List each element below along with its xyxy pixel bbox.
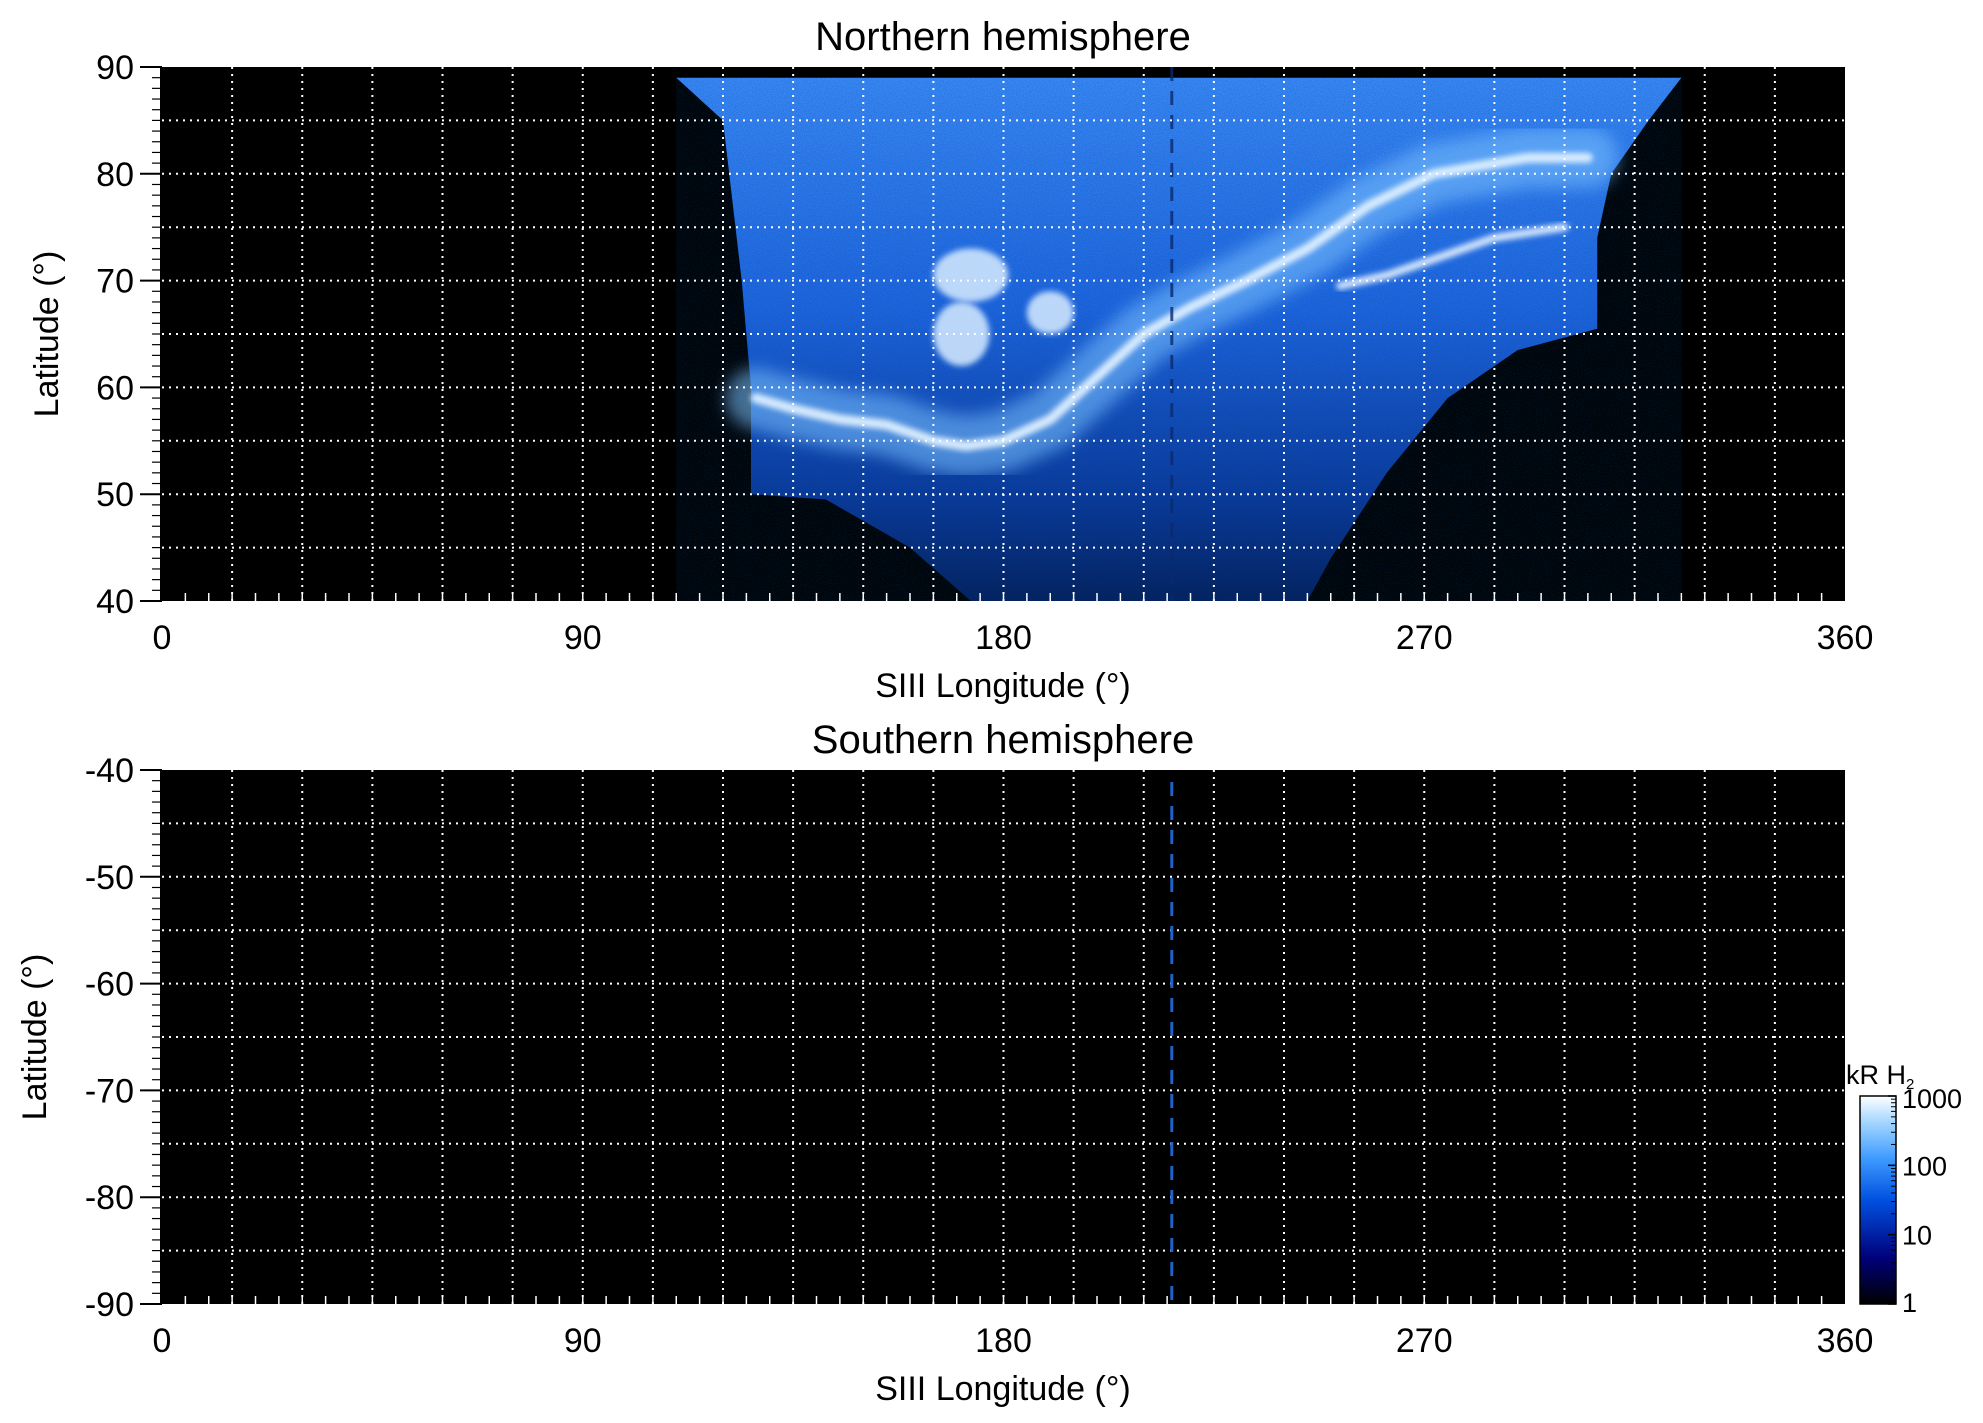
- bright-spot-0: [933, 248, 1009, 302]
- y-tick-label: -80: [85, 1179, 134, 1217]
- south-title: Southern hemisphere: [812, 718, 1194, 762]
- x-tick-label: 360: [1817, 1322, 1874, 1360]
- y-tick-label: 40: [96, 583, 134, 621]
- colorbar-tick-label: 1: [1902, 1288, 1917, 1318]
- y-tick-label: 90: [96, 49, 134, 87]
- y-tick-label: 70: [96, 263, 134, 301]
- north-grid: [162, 67, 1845, 601]
- colorbar-label-main: kR H: [1846, 1060, 1906, 1090]
- north-panel: Northern hemisphere 40 50 60 70 80 90 0 90 180 27…: [28, 15, 1873, 705]
- north-title: Northern hemisphere: [815, 15, 1191, 59]
- colorbar-gradient: [1859, 1095, 1897, 1305]
- x-tick-label: 90: [564, 1322, 602, 1360]
- secondary-arc: [1336, 223, 1569, 290]
- y-tick-label: -50: [85, 859, 134, 897]
- north-aurora-emission: [676, 67, 1682, 601]
- north-x-axis-label: SIII Longitude (°): [875, 667, 1131, 705]
- south-axes: -40 -50 -60 -70 -80 -90 0 90 180 270 360: [85, 752, 1874, 1360]
- x-tick-label: 90: [564, 619, 602, 657]
- colorbar-label: kR H2: [1846, 1060, 1914, 1093]
- north-y-axis-label: Latitude (°): [28, 251, 66, 418]
- x-tick-label: 270: [1396, 1322, 1453, 1360]
- north-axes: 40 50 60 70 80 90 0 90 180 270 360: [96, 49, 1873, 657]
- colorbar-tick-label: 10: [1902, 1221, 1932, 1251]
- y-tick-label: -60: [85, 966, 134, 1004]
- colorbar-ticks: 1 10 100 1000: [1888, 1084, 1962, 1318]
- colorbar-tick-label: 1000: [1902, 1084, 1962, 1114]
- x-tick-label: 360: [1817, 619, 1874, 657]
- x-tick-label: 270: [1396, 619, 1453, 657]
- colorbar-tick-label: 100: [1902, 1151, 1947, 1181]
- y-tick-label: -90: [85, 1286, 134, 1324]
- x-tick-label: 0: [153, 619, 172, 657]
- x-tick-label: 180: [975, 619, 1032, 657]
- bright-spot-2: [1026, 291, 1074, 335]
- south-grid: [162, 770, 1845, 1304]
- colorbar: kR H2 1 10 100 1000: [1846, 1060, 1962, 1318]
- y-tick-label: -40: [85, 752, 134, 790]
- south-y-axis-label: Latitude (°): [16, 954, 54, 1121]
- x-tick-label: 0: [153, 1322, 172, 1360]
- south-x-axis-label: SIII Longitude (°): [875, 1370, 1131, 1408]
- colorbar-label-subscript: 2: [1906, 1076, 1914, 1093]
- main-oval: [750, 152, 1593, 452]
- y-tick-label: 60: [96, 369, 134, 407]
- x-tick-label: 180: [975, 1322, 1032, 1360]
- y-tick-label: -70: [85, 1072, 134, 1110]
- y-tick-label: 80: [96, 156, 134, 194]
- y-tick-label: 50: [96, 476, 134, 514]
- south-panel: Southern hemisphere -40 -50 -60 -70 -80 -90 0 9…: [16, 718, 1873, 1408]
